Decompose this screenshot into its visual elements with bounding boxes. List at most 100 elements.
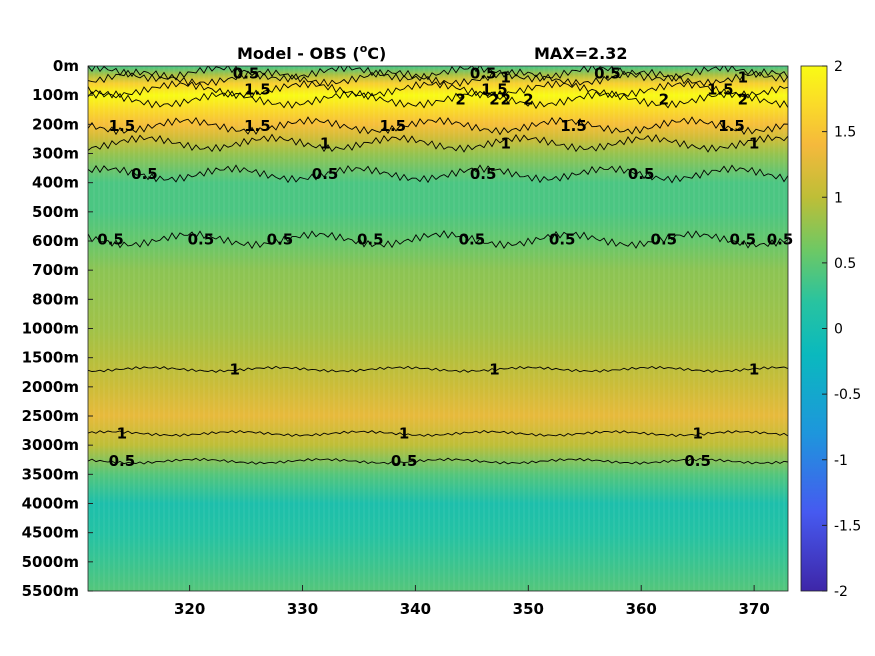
heatmap-stripe [188, 66, 190, 591]
heatmap-stripe [468, 66, 470, 591]
heatmap-stripe [233, 66, 235, 591]
heatmap-stripe [298, 66, 300, 591]
heatmap-stripe [193, 66, 195, 591]
heatmap-stripe [113, 66, 115, 591]
y-tick-label: 800m [32, 290, 79, 308]
heatmap-stripe [568, 66, 570, 591]
x-tick-label: 350 [513, 600, 544, 618]
heatmap-cells [88, 66, 788, 591]
heatmap-stripe [348, 66, 350, 591]
heatmap-stripe [378, 66, 380, 591]
contour-label: 1 [749, 360, 759, 378]
contour-label: 1.5 [109, 117, 136, 135]
y-tick-label: 3000m [22, 436, 79, 454]
heatmap-stripe [433, 66, 435, 591]
contour-label: 1 [320, 134, 330, 152]
heatmap-stripe [368, 66, 370, 591]
y-tick-label: 2500m [22, 407, 79, 425]
heatmap-stripe [498, 66, 500, 591]
heatmap-stripe [238, 66, 240, 591]
heatmap-stripe [358, 66, 360, 591]
contour-label: 0.5 [312, 165, 339, 183]
heatmap-stripe [413, 66, 415, 591]
heatmap-stripe [668, 66, 670, 591]
heatmap-stripe [588, 66, 590, 591]
heatmap-stripe [583, 66, 585, 591]
contour-line [88, 66, 788, 83]
x-tick-label: 340 [400, 600, 431, 618]
heatmap-stripe [508, 66, 510, 591]
y-tick-label: 1000m [22, 320, 79, 338]
heatmap-stripe [128, 66, 130, 591]
contour-label: 1.5 [560, 117, 587, 135]
heatmap-stripe [763, 66, 765, 591]
heatmap-stripe [573, 66, 575, 591]
heatmap-stripe [158, 66, 160, 591]
contour-label: 1 [749, 134, 759, 152]
heatmap-stripe [443, 66, 445, 591]
heatmap-stripe [388, 66, 390, 591]
heatmap-stripe [343, 66, 345, 591]
contour-line [88, 429, 788, 438]
y-tick-label: 300m [32, 145, 79, 163]
contour-line [88, 365, 788, 373]
contour-label: 0.5 [549, 231, 576, 249]
contour-label: 0.5 [594, 64, 621, 82]
colorbar-tick-label: 1 [834, 190, 843, 206]
heatmap-stripe [458, 66, 460, 591]
heatmap-stripe [603, 66, 605, 591]
heatmap-stripe [783, 66, 785, 591]
heatmap-stripe [658, 66, 660, 591]
heatmap-stripe [728, 66, 730, 591]
y-tick-label: 500m [32, 203, 79, 221]
colorbar-tick-label: -0.5 [834, 387, 861, 403]
heatmap-stripe [253, 66, 255, 591]
contour-label: 1.5 [718, 117, 745, 135]
heatmap-stripe [228, 66, 230, 591]
heatmap-stripe [148, 66, 150, 591]
heatmap-stripe [673, 66, 675, 591]
colorbar-tick-label: -1.5 [834, 518, 861, 534]
heatmap-stripe [753, 66, 755, 591]
heatmap-stripe [163, 66, 165, 591]
contour-label: 1 [230, 360, 240, 378]
max-label: MAX=2.32 [534, 44, 628, 63]
heatmap-stripe [408, 66, 410, 591]
heatmap-stripe [483, 66, 485, 591]
contour-label: 0.5 [470, 64, 497, 82]
heatmap-stripe [383, 66, 385, 591]
heatmap-stripe [138, 66, 140, 591]
heatmap-stripe [608, 66, 610, 591]
heatmap-stripe [478, 66, 480, 591]
heatmap-stripe [538, 66, 540, 591]
y-axis: 0m 100m 200m 300m 400m 500m 600m 700m 800m 1000m 1… [22, 57, 93, 600]
heatmap-stripe [778, 66, 780, 591]
x-tick-label: 320 [174, 600, 205, 618]
heatmap-stripe [283, 66, 285, 591]
colorbar-tick-label: -2 [834, 584, 848, 600]
heatmap-stripe [218, 66, 220, 591]
contour-label: 2 [455, 91, 465, 109]
y-tick-label: 2000m [22, 378, 79, 396]
colorbar-tick-label: -1 [834, 453, 848, 469]
heatmap-stripe [683, 66, 685, 591]
contour-label: 1 [489, 360, 499, 378]
heatmap-stripe [268, 66, 270, 591]
heatmap-stripe [173, 66, 175, 591]
contour-line [88, 116, 788, 136]
y-tick-label: 0m [53, 57, 79, 75]
y-tick-label: 5500m [22, 582, 79, 600]
heatmap-stripe [203, 66, 205, 591]
contour-label: 2 [659, 91, 669, 109]
y-tick-label: 4500m [22, 524, 79, 542]
heatmap-stripe [638, 66, 640, 591]
y-tick-label: 4000m [22, 495, 79, 513]
colorbar-tick-label: 1.5 [834, 125, 856, 141]
heatmap-stripe [398, 66, 400, 591]
heatmap-stripe [293, 66, 295, 591]
heatmap-field [88, 66, 788, 591]
heatmap-stripe [533, 66, 535, 591]
heatmap-stripe [418, 66, 420, 591]
contour-label: 0.5 [459, 231, 486, 249]
